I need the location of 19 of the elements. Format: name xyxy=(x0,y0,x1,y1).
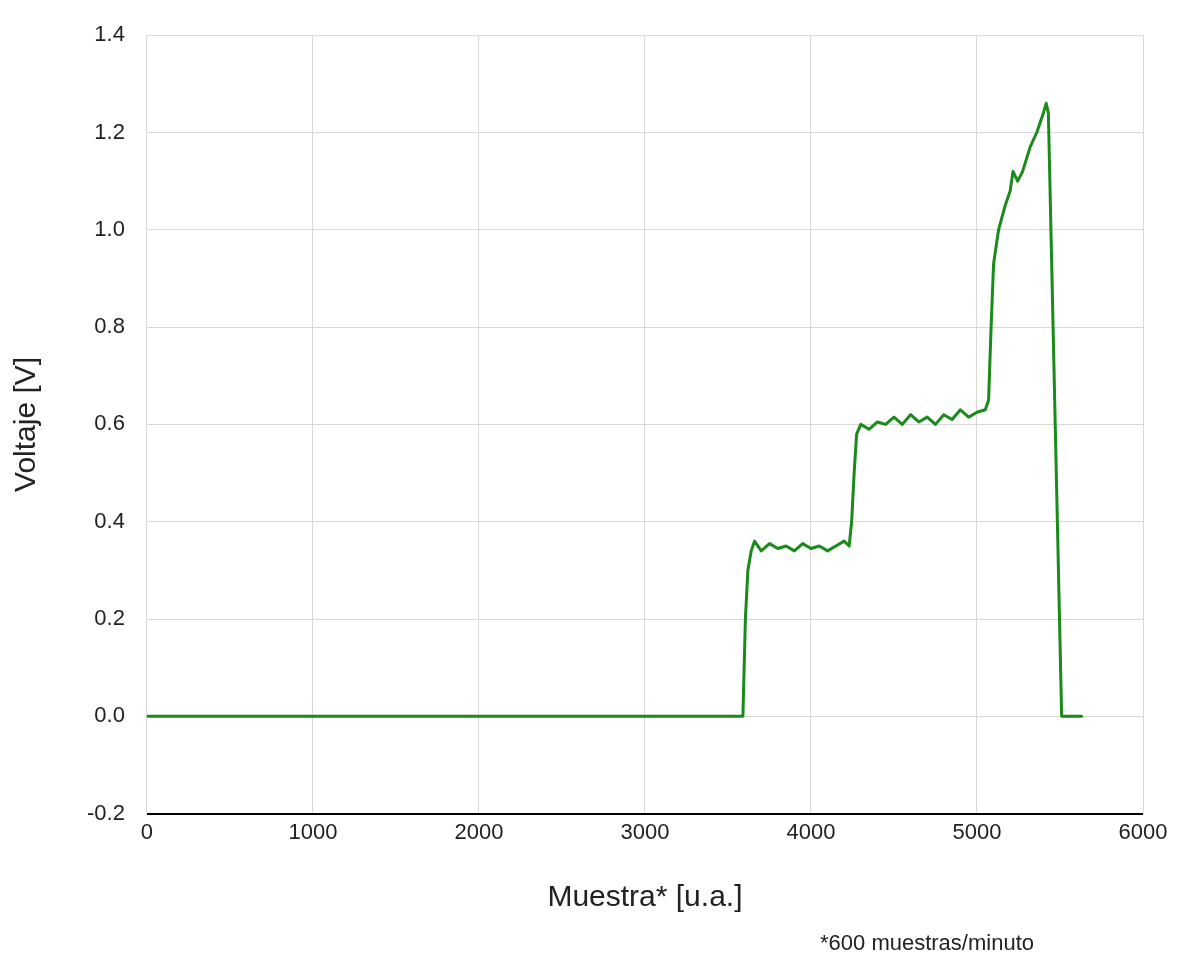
text: *600 muestras/minuto xyxy=(820,930,1034,956)
y-tick-label: -0.2 xyxy=(86,799,125,825)
y-tick-label: 1.2 xyxy=(94,118,125,144)
y-tick-label: 1.0 xyxy=(94,215,125,241)
x-tick-label: 2000 xyxy=(454,818,504,844)
y-tick-label: 0.4 xyxy=(94,507,125,533)
y-tick-label: 0.8 xyxy=(94,313,125,339)
x-tick-label: 5000 xyxy=(952,818,1002,844)
x-tick-label: 6000 xyxy=(1118,818,1168,844)
x-tick-label: 3000 xyxy=(620,818,670,844)
x-tick-label: 0 xyxy=(140,818,154,844)
y-axis-title: Voltaje [V] xyxy=(8,356,42,492)
y-tick-label: 0.2 xyxy=(94,605,125,631)
y-tick-label: 0.6 xyxy=(94,410,125,436)
x-tick-label: 1000 xyxy=(288,818,338,844)
x-axis-title: Muestra* [u.a.] xyxy=(547,879,743,913)
y-tick-label: 0.0 xyxy=(94,702,125,728)
y-tick-label: 1.4 xyxy=(94,21,125,47)
x-tick-label: 4000 xyxy=(786,818,836,844)
